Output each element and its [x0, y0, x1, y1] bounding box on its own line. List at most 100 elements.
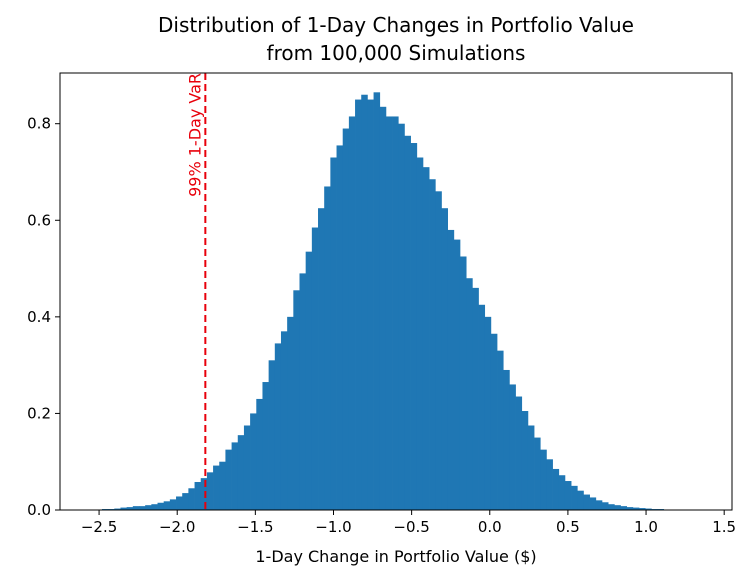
x-tick-label: 0.0: [478, 518, 502, 536]
histogram-bar: [416, 157, 424, 511]
y-tick-label: 0.6: [27, 211, 51, 229]
histogram-bar: [614, 505, 621, 510]
histogram-bar: [620, 506, 628, 510]
histogram-bar: [453, 239, 461, 510]
histogram-bar: [385, 116, 393, 511]
histogram-bar: [571, 485, 578, 510]
histogram-bar: [441, 208, 449, 511]
histogram-bar: [213, 465, 220, 510]
x-axis-ticks: −2.5 −2.0 −1.5 −1.0 −0.5 0.0 0.5 1.0 1.5: [81, 510, 736, 536]
histogram-bar: [274, 343, 282, 510]
histogram-bar: [299, 273, 307, 510]
histogram-bar: [404, 135, 411, 510]
histogram-bar: [169, 499, 177, 510]
histogram-bar: [503, 369, 510, 510]
histogram-bar: [583, 494, 590, 510]
histogram-bar: [336, 145, 344, 510]
histogram-bar: [348, 116, 356, 511]
histogram-bar: [132, 506, 140, 510]
y-axis-ticks: 0.0 0.2 0.4 0.6 0.8: [27, 115, 60, 519]
plot-area-frame: [59, 72, 733, 511]
histogram-bar: [645, 508, 652, 510]
x-tick-label: 1.0: [634, 518, 658, 536]
histogram-bar: [589, 497, 597, 510]
x-tick-label: −0.5: [393, 518, 429, 536]
histogram-bar: [601, 502, 609, 510]
histogram-bar: [287, 316, 294, 510]
histogram-bar: [324, 186, 331, 510]
x-tick-label: 1.5: [712, 518, 736, 536]
histogram-bar: [466, 278, 473, 510]
histogram-bar: [157, 502, 165, 510]
histogram-bar: [564, 481, 572, 510]
y-tick-label: 0.2: [27, 404, 51, 422]
annotations: 99% 1-Day VaR: [185, 73, 207, 510]
histogram-bar: [379, 106, 387, 511]
y-tick-label: 0.8: [27, 115, 51, 133]
histogram-bar: [534, 437, 541, 510]
x-tick-label: −2.0: [159, 518, 195, 536]
histogram-bar: [268, 360, 276, 510]
histogram-bar: [490, 333, 498, 510]
histogram-bar: [231, 442, 239, 510]
chart-title-line-1: Distribution of 1-Day Changes in Portfol…: [158, 13, 634, 37]
histogram-bar: [318, 208, 325, 511]
histogram-bar: [484, 316, 492, 510]
histogram-bar: [188, 488, 195, 510]
histogram-bar: [639, 508, 646, 510]
histogram-bar: [114, 508, 121, 510]
histogram-bar: [243, 425, 251, 510]
x-axis-label: 1-Day Change in Portfolio Value ($): [255, 547, 536, 566]
histogram-bar: [367, 99, 374, 510]
histogram-bar: [410, 143, 418, 510]
histogram-bar: [206, 472, 214, 510]
histogram-bar: [447, 229, 455, 510]
histogram-bar: [342, 128, 350, 510]
histogram-bar: [305, 251, 313, 511]
histogram-bar: [632, 507, 640, 510]
histogram-bar: [194, 481, 202, 510]
histogram-bar: [361, 94, 368, 510]
histogram-bar: [200, 478, 208, 510]
histogram-bar: [497, 350, 504, 510]
histogram-bar: [577, 490, 584, 510]
x-tick-label: −1.5: [237, 518, 273, 536]
histogram-bar: [595, 500, 603, 510]
histogram-bar: [256, 398, 263, 510]
histogram-bar: [509, 384, 516, 510]
histogram-bar: [330, 157, 337, 511]
chart-title-line-2: from 100,000 Simulations: [267, 41, 526, 65]
histogram-bar: [120, 507, 128, 510]
histogram-bar: [422, 167, 430, 510]
histogram-bar: [478, 304, 486, 510]
histogram-bar: [521, 411, 529, 510]
histogram-bar: [552, 468, 560, 510]
x-tick-label: −2.5: [81, 518, 117, 536]
histogram-bar: [459, 256, 467, 510]
var-label: 99% 1-Day VaR: [185, 73, 204, 197]
histogram-bar: [472, 287, 479, 510]
histogram-bar: [546, 459, 553, 510]
histogram-bar: [225, 449, 232, 510]
histogram-bar: [558, 475, 566, 510]
histogram-bar: [429, 179, 436, 510]
histogram-bar: [398, 123, 405, 510]
histogram-bar: [373, 92, 381, 511]
histogram-bar: [138, 506, 146, 510]
x-tick-label: 0.5: [556, 518, 580, 536]
histogram-bar: [355, 99, 362, 510]
histogram-bar: [626, 507, 634, 510]
histogram-bar: [527, 425, 535, 510]
histogram-bar: [126, 507, 134, 510]
y-tick-label: 0.0: [27, 501, 51, 519]
histogram-bar: [219, 461, 226, 510]
histogram-bar: [151, 504, 158, 510]
histogram-bars: [83, 92, 695, 511]
histogram-bar: [176, 496, 183, 510]
histogram-bar: [182, 493, 189, 510]
histogram-bar: [237, 435, 245, 510]
histogram-bar: [163, 501, 171, 510]
histogram-bar: [280, 331, 288, 510]
histogram-bar: [250, 413, 257, 510]
